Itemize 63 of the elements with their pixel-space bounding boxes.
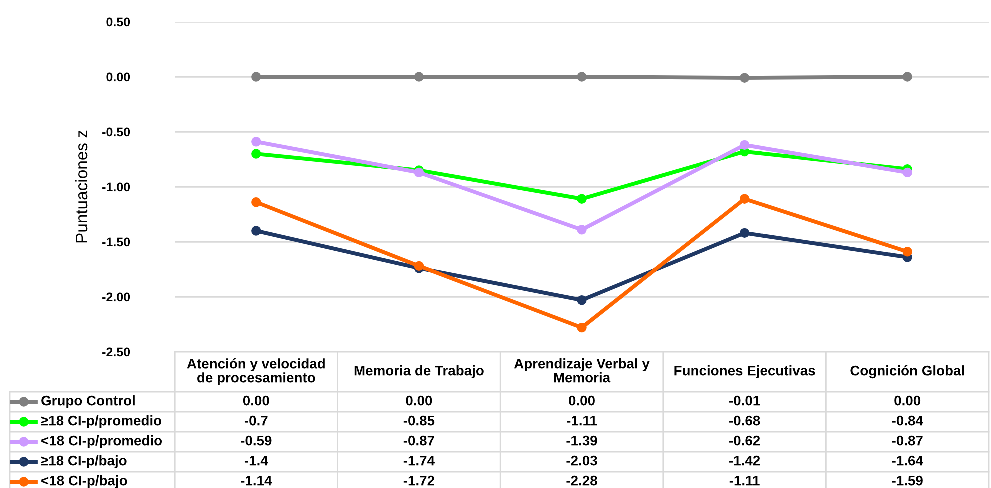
x-tick-label: Cognición Global xyxy=(850,365,964,379)
y-tick-label: -1.50 xyxy=(102,238,130,247)
point xyxy=(902,72,912,82)
point xyxy=(577,295,587,306)
point xyxy=(414,261,424,272)
y-tick-label: -0.50 xyxy=(102,128,130,137)
y-tick-label: 0.00 xyxy=(106,72,130,82)
legend-label: Grupo Control xyxy=(42,396,135,408)
data-label: 0.00 xyxy=(243,396,270,406)
legend-label: ≥18 CI-p/promedio xyxy=(41,416,162,428)
data-label: -1.4 xyxy=(244,456,268,466)
data-label: -1.11 xyxy=(730,476,760,486)
point xyxy=(252,137,262,147)
y-tick-label: -2.50 xyxy=(102,348,130,357)
x-tick-label: Aprendizaje Verbal y Memoria xyxy=(514,358,650,383)
data-label: -0.59 xyxy=(241,436,272,446)
legend-label: ≥18 CI-p/bajo xyxy=(41,456,127,468)
data-label: -1.14 xyxy=(241,476,272,486)
point xyxy=(252,226,262,236)
point xyxy=(902,247,912,257)
point xyxy=(577,322,587,333)
x-tick-label: Funciones Ejecutivas xyxy=(674,366,816,378)
point xyxy=(577,194,587,204)
point xyxy=(414,168,424,178)
point xyxy=(740,140,750,150)
x-tick-label: Memoria de Trabajo xyxy=(354,366,484,378)
data-label: 0.00 xyxy=(894,396,921,406)
data-label: -0.68 xyxy=(730,416,760,426)
data-label: -2.03 xyxy=(566,456,598,466)
y-axis-title: Puntuaciones z xyxy=(75,130,88,243)
data-label: -1.42 xyxy=(730,456,760,466)
data-label: -2.28 xyxy=(566,476,598,486)
y-tick-label: 0.50 xyxy=(106,18,130,27)
data-label: -0.62 xyxy=(730,436,760,446)
point xyxy=(740,228,750,238)
data-label: -1.74 xyxy=(404,456,435,466)
data-label: -0.01 xyxy=(730,396,760,406)
data-label: 0.00 xyxy=(569,396,595,406)
data-label: -0.84 xyxy=(892,416,924,426)
data-label: -0.7 xyxy=(244,416,268,426)
point xyxy=(740,194,750,204)
data-label: -0.85 xyxy=(404,416,435,426)
data-label: -1.64 xyxy=(892,456,924,466)
y-tick-label: -2.00 xyxy=(102,292,130,302)
data-label: -0.87 xyxy=(892,436,923,446)
point xyxy=(414,72,424,82)
point xyxy=(577,72,587,82)
point xyxy=(902,168,912,178)
point xyxy=(252,198,262,208)
y-tick-label: -1.00 xyxy=(102,182,130,192)
data-label: -1.59 xyxy=(892,476,923,486)
data-label: -1.39 xyxy=(566,436,598,446)
data-label: -1.11 xyxy=(567,416,598,426)
point xyxy=(577,225,587,235)
legend-label: <18 CI-p/promedio xyxy=(42,436,162,448)
data-label: -0.87 xyxy=(404,436,434,446)
legend-label: <18 CI-p/bajo xyxy=(42,476,128,488)
x-tick-label: Atención y velocidad de procesamiento xyxy=(187,358,325,386)
data-label: 0.00 xyxy=(406,396,432,406)
point xyxy=(740,73,750,83)
point xyxy=(252,72,262,82)
data-label: -1.72 xyxy=(404,476,434,486)
point xyxy=(252,149,262,159)
